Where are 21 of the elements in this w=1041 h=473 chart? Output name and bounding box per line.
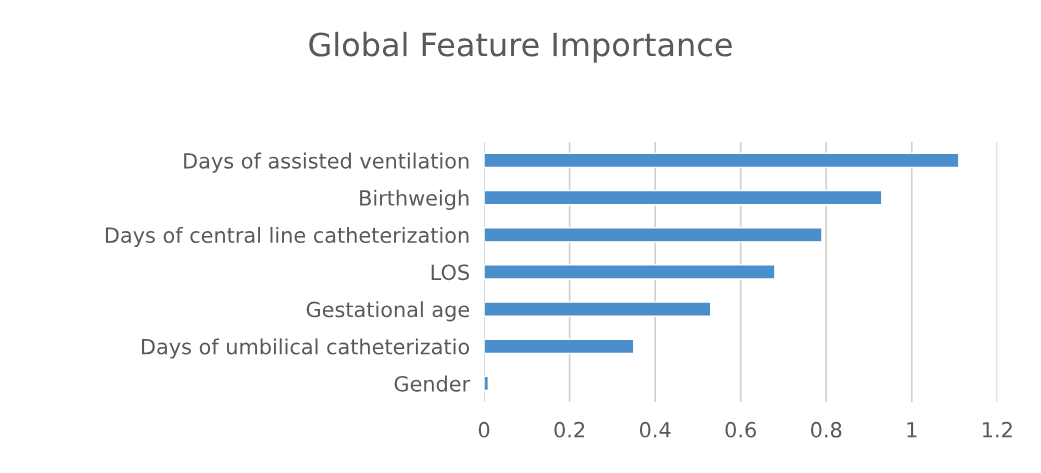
x-tick-label: 0.8: [811, 421, 842, 438]
x-tick-label: 1: [907, 422, 917, 438]
bar: [484, 338, 635, 355]
bar: [484, 264, 776, 280]
y-tick-label: LOS: [431, 264, 470, 281]
y-tick-label: Birthweigh: [360, 189, 469, 210]
y-tick-label: Gender: [394, 375, 471, 392]
y-tick-label: Days of assisted ventilation: [184, 152, 469, 173]
x-tick-label: 0: [478, 421, 490, 438]
bar: [484, 301, 712, 317]
bar: [484, 152, 960, 169]
x-tick-label: 0.6: [725, 421, 756, 438]
y-tick-label: Gestational age: [306, 301, 470, 322]
chart-title: Global Feature Importance: [309, 31, 732, 63]
bar: [484, 189, 883, 206]
x-tick-label: 0.2: [554, 421, 585, 438]
y-tick-label: Days of umbilical catheterizatio: [142, 338, 470, 359]
bar: [484, 227, 823, 243]
x-tick-label: 0.4: [639, 421, 671, 438]
y-tick-label: Days of central line catheterization: [105, 226, 469, 248]
x-tick-label: 1.2: [983, 421, 1012, 438]
